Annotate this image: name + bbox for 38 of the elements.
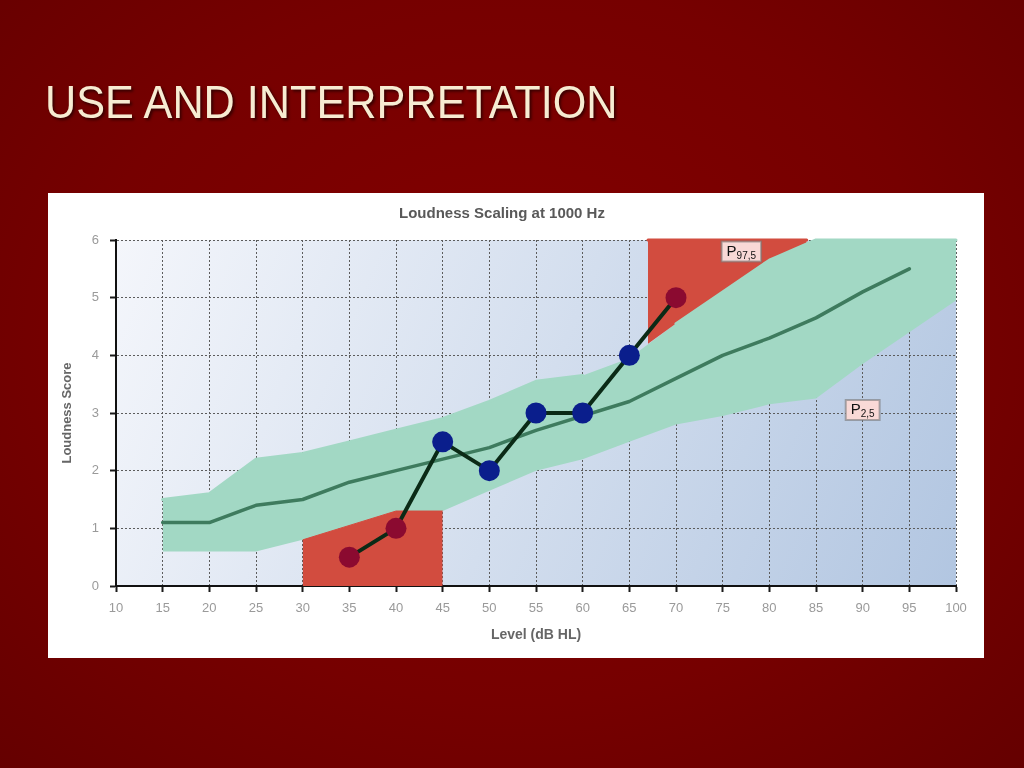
y-tick-label: 1 [91,519,99,535]
x-tick-label: 30 [295,600,310,616]
y-tick-label: 6 [91,231,99,247]
x-axis-title: Level (dB HL) [490,626,582,643]
y-tick-label: 4 [91,346,99,362]
y-tick-label: 0 [91,577,99,593]
x-tick-label: 55 [528,600,544,616]
x-tick-label: 10 [108,600,124,616]
x-tick-label: 45 [435,600,450,616]
point [478,460,500,482]
x-tick-label: 70 [668,600,684,616]
point [572,402,594,424]
x-tick-label: 60 [575,600,590,616]
y-tick-label: 5 [91,289,99,305]
x-tick-label: 100 [945,600,967,616]
point [432,431,454,453]
x-tick-label: 75 [715,600,730,616]
x-tick-label: 25 [248,600,264,616]
point [385,517,407,539]
chart-subtitle: Loudness Scaling at 1000 Hz [399,204,605,222]
x-tick-label: 65 [622,600,637,616]
y-tick-label: 2 [91,462,99,478]
x-tick-label: 50 [482,600,497,616]
y-tick-label: 3 [91,404,99,420]
x-tick-label: 90 [855,600,870,616]
x-tick-label: 85 [808,600,824,616]
point [618,344,640,366]
x-tick-label: 80 [762,600,777,616]
point [665,287,687,309]
x-tick-label: 95 [902,600,917,616]
y-axis-title: Loudness Score [59,362,75,464]
x-tick-label: 40 [388,600,404,616]
x-tick-label: 15 [155,600,170,616]
x-tick-label: 35 [342,600,357,616]
chart-title: USE AND INTERPRETATION [45,75,618,128]
point [525,402,547,424]
point [338,546,360,568]
x-tick-label: 20 [202,600,217,616]
